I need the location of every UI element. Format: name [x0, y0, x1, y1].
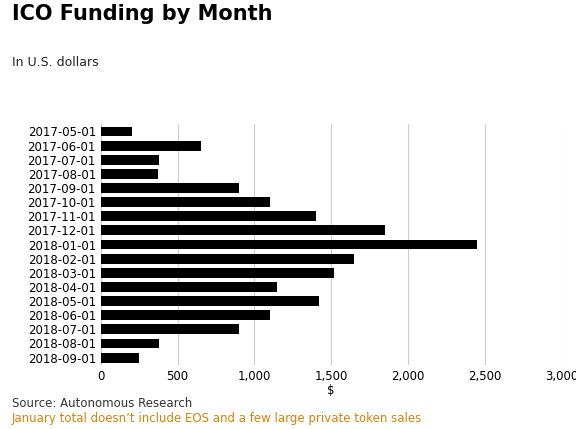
- Bar: [101, 169, 158, 179]
- Bar: [101, 211, 316, 221]
- Text: In U.S. dollars: In U.S. dollars: [12, 56, 98, 69]
- Bar: [101, 296, 319, 306]
- Bar: [101, 310, 270, 320]
- Bar: [101, 254, 354, 263]
- Bar: [101, 239, 477, 250]
- Bar: [101, 141, 200, 151]
- Bar: [101, 183, 239, 193]
- Text: ICO Funding by Month: ICO Funding by Month: [12, 4, 272, 24]
- Text: January total doesn’t include EOS and a few large private token sales: January total doesn’t include EOS and a …: [12, 412, 422, 425]
- Bar: [101, 282, 278, 292]
- X-axis label: $: $: [327, 384, 335, 397]
- Bar: [101, 324, 239, 334]
- Bar: [101, 338, 159, 348]
- Bar: [101, 155, 159, 165]
- Bar: [101, 353, 139, 363]
- Bar: [101, 127, 131, 136]
- Text: Source: Autonomous Research: Source: Autonomous Research: [12, 397, 192, 410]
- Bar: [101, 226, 385, 236]
- Bar: [101, 197, 270, 207]
- Bar: [101, 268, 334, 278]
